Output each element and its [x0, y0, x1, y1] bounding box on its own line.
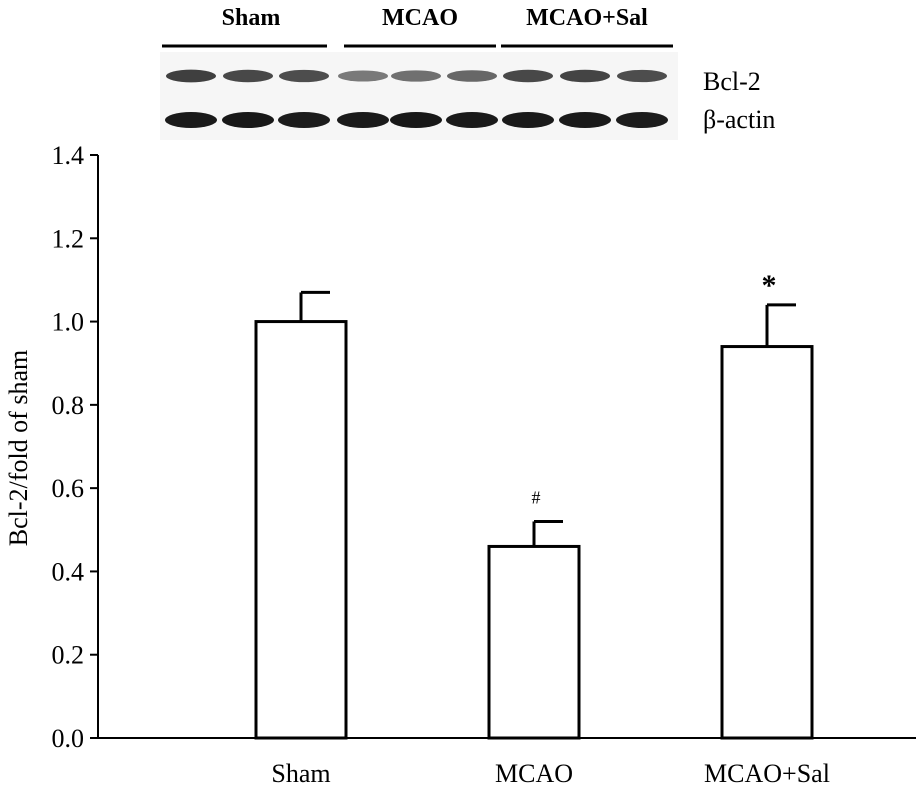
actin-band [446, 112, 498, 128]
actin-band [165, 112, 217, 128]
x-tick-label: Sham [271, 759, 330, 786]
actin-band [337, 112, 389, 128]
bcl2-band [447, 70, 497, 82]
y-tick-label: 1.0 [52, 308, 85, 337]
bcl2-band [617, 69, 667, 83]
bar [254, 320, 348, 740]
y-tick-label: 0.8 [52, 391, 85, 420]
blot-row-label-bcl2: Bcl-2 [703, 67, 761, 96]
bars: Sham # MCAO * MCAO+Sal [254, 269, 830, 786]
bar [487, 544, 581, 740]
y-axis-label: Bcl-2/fold of sham [4, 350, 33, 546]
bcl2-band [223, 69, 273, 83]
y-tick-label: 0.2 [52, 641, 85, 670]
significance-marker: * [762, 269, 777, 302]
blot-group-label: MCAO+Sal [526, 5, 648, 31]
bcl2-band [560, 69, 610, 83]
actin-band [502, 112, 554, 128]
actin-band [616, 112, 668, 128]
bcl2-band [391, 70, 441, 82]
blot-bands [165, 69, 668, 128]
x-tick-label: MCAO [495, 759, 573, 786]
blot-row-label-actin: β-actin [703, 105, 775, 134]
actin-band [222, 112, 274, 128]
blot-group-label: MCAO [382, 5, 458, 31]
actin-band [390, 112, 442, 128]
bcl2-band [503, 69, 553, 83]
y-tick-label: 0.4 [52, 557, 85, 586]
bcl2-band [166, 69, 216, 83]
western-blot: Sham MCAO MCAO+Sal Bcl-2 β-actin [160, 5, 775, 140]
blot-group-label: Sham [222, 5, 281, 31]
actin-band [278, 112, 330, 128]
bcl2-band [338, 70, 388, 82]
y-tick-label: 1.4 [52, 141, 85, 170]
x-tick-label: MCAO+Sal [704, 759, 830, 786]
bcl2-band [279, 69, 329, 83]
bar [720, 345, 814, 740]
y-tick-label: 0.6 [52, 474, 85, 503]
significance-marker: # [532, 487, 541, 507]
y-tick-label: 1.2 [52, 224, 85, 253]
actin-band [559, 112, 611, 128]
y-ticks: 0.0 0.2 0.4 0.6 0.8 1.0 1.2 1.4 [52, 141, 98, 753]
y-tick-label: 0.0 [52, 724, 85, 753]
